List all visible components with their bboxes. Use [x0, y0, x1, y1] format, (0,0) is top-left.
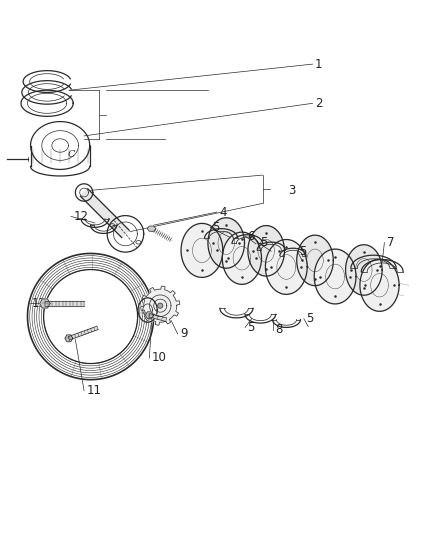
Polygon shape	[314, 249, 356, 304]
Polygon shape	[360, 259, 399, 311]
Polygon shape	[81, 189, 129, 238]
Polygon shape	[65, 335, 73, 342]
Text: 5: 5	[306, 312, 314, 325]
Polygon shape	[145, 312, 153, 319]
Circle shape	[158, 303, 163, 308]
Text: 2: 2	[315, 97, 322, 110]
Polygon shape	[40, 299, 50, 308]
Polygon shape	[346, 245, 382, 295]
Text: C: C	[67, 150, 75, 159]
Polygon shape	[297, 235, 333, 286]
Polygon shape	[181, 223, 223, 277]
Text: 6: 6	[247, 230, 255, 243]
Polygon shape	[265, 239, 307, 294]
Polygon shape	[147, 226, 156, 231]
Text: 10: 10	[152, 351, 166, 365]
Text: 5: 5	[260, 236, 268, 249]
Text: 11: 11	[86, 384, 101, 397]
Text: 1: 1	[315, 58, 322, 70]
Polygon shape	[149, 313, 166, 321]
Polygon shape	[223, 232, 261, 284]
Text: 12: 12	[73, 210, 88, 223]
Polygon shape	[208, 218, 244, 268]
Text: 9: 9	[180, 327, 187, 341]
Polygon shape	[141, 286, 180, 325]
Text: 4: 4	[219, 206, 226, 219]
Polygon shape	[68, 326, 98, 340]
Text: 7: 7	[387, 236, 394, 249]
Text: 5: 5	[300, 245, 307, 258]
Text: 3: 3	[289, 184, 296, 197]
Polygon shape	[45, 301, 84, 306]
Text: 13: 13	[32, 297, 47, 310]
Text: 5: 5	[247, 321, 254, 334]
Polygon shape	[248, 225, 284, 276]
Text: 5: 5	[212, 221, 220, 234]
Text: 8: 8	[276, 323, 283, 336]
